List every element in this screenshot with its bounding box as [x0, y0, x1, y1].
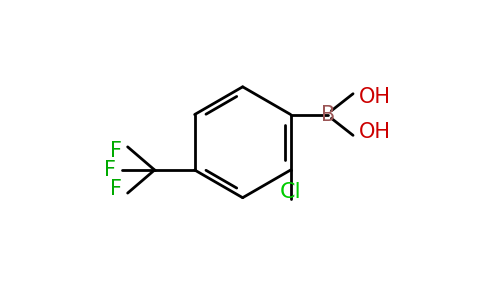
Text: OH: OH	[359, 122, 391, 142]
Text: F: F	[104, 160, 116, 180]
Text: F: F	[110, 179, 122, 199]
Text: OH: OH	[359, 87, 391, 107]
Text: Cl: Cl	[280, 182, 302, 202]
Text: B: B	[320, 104, 335, 124]
Text: F: F	[110, 141, 122, 161]
